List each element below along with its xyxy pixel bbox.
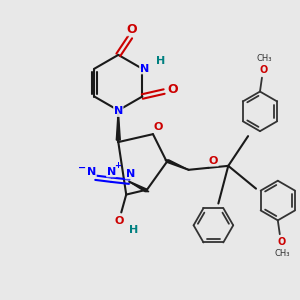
Text: H: H <box>155 56 165 66</box>
Polygon shape <box>129 182 149 192</box>
Text: O: O <box>260 65 268 75</box>
Text: O: O <box>278 237 286 247</box>
Polygon shape <box>116 110 120 140</box>
Polygon shape <box>165 160 189 170</box>
Text: −: − <box>78 163 86 173</box>
Text: O: O <box>115 216 124 226</box>
Text: +: + <box>114 161 121 170</box>
Text: N: N <box>107 167 116 177</box>
Text: O: O <box>209 156 218 166</box>
Text: N: N <box>140 64 149 74</box>
Text: H: H <box>128 225 138 235</box>
Text: N: N <box>126 169 135 179</box>
Text: CH₃: CH₃ <box>274 248 290 257</box>
Text: O: O <box>168 83 178 96</box>
Text: CH₃: CH₃ <box>256 54 272 63</box>
Text: O: O <box>127 22 137 36</box>
Text: N: N <box>87 167 96 177</box>
Text: O: O <box>153 122 163 132</box>
Text: N: N <box>114 106 123 116</box>
